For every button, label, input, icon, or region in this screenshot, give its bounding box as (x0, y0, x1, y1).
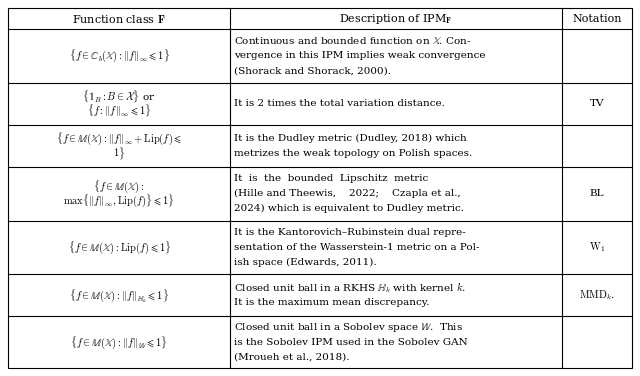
Text: $\mathrm{W}_1$: $\mathrm{W}_1$ (589, 241, 605, 254)
Text: (Hille and Theewis,    2022;    Czapla et al.,: (Hille and Theewis, 2022; Czapla et al., (234, 189, 461, 198)
Text: TV: TV (589, 99, 604, 108)
Text: It is the maximum mean discrepancy.: It is the maximum mean discrepancy. (234, 298, 430, 307)
Text: sentation of the Wasserstein-1 metric on a Pol-: sentation of the Wasserstein-1 metric on… (234, 243, 480, 252)
Text: $\{\mathbb{1}_B : B \in \mathcal{X}\}$ or: $\{\mathbb{1}_B : B \in \mathcal{X}\}$ o… (83, 88, 156, 105)
Text: $\{f \in \mathbb{C}_b(\mathbb{X}) : \|f\|_\infty \leqslant 1\}$: $\{f \in \mathbb{C}_b(\mathbb{X}) : \|f\… (68, 47, 170, 64)
Text: $\{f \in \mathbb{M}(\mathbb{X}) :$: $\{f \in \mathbb{M}(\mathbb{X}) :$ (93, 178, 145, 195)
Text: It is the Dudley metric (Dudley, 2018) which: It is the Dudley metric (Dudley, 2018) w… (234, 134, 467, 143)
Text: $\{f \in \mathbb{M}(\mathbb{X}) : \|f\|_\infty + \mathrm{Lip}(f) \leqslant$: $\{f \in \mathbb{M}(\mathbb{X}) : \|f\|_… (56, 130, 182, 147)
Text: It is 2 times the total variation distance.: It is 2 times the total variation distan… (234, 99, 445, 108)
Text: (Shorack and Shorack, 2000).: (Shorack and Shorack, 2000). (234, 67, 391, 76)
Text: $\{f \in \mathbb{M}(\mathbb{X}) : \|f\|_{\mathbb{H}_k} \leqslant 1\}$: $\{f \in \mathbb{M}(\mathbb{X}) : \|f\|_… (69, 287, 169, 303)
Text: 2024) which is equivalent to Dudley metric.: 2024) which is equivalent to Dudley metr… (234, 204, 464, 214)
Text: It  is  the  bounded  Lipschitz  metric: It is the bounded Lipschitz metric (234, 174, 429, 183)
Text: $\{f \in \mathbb{M}(\mathbb{X}) : \mathrm{Lip}(f) \leqslant 1\}$: $\{f \in \mathbb{M}(\mathbb{X}) : \mathr… (68, 239, 171, 256)
Text: $\max\{\|f\|_\infty, \mathrm{Lip}(f)\} \leqslant 1\}$: $\max\{\|f\|_\infty, \mathrm{Lip}(f)\} \… (63, 193, 175, 209)
Text: $\{f \in \mathbb{M}(\mathbb{X}) : \|f\|_{\mathbb{W}} \leqslant 1\}$: $\{f \in \mathbb{M}(\mathbb{X}) : \|f\|_… (70, 334, 168, 350)
Text: Notation: Notation (572, 14, 621, 24)
Text: vergence in this IPM implies weak convergence: vergence in this IPM implies weak conver… (234, 52, 486, 61)
Text: $\{f : \|f\|_\infty \leqslant 1\}$: $\{f : \|f\|_\infty \leqslant 1\}$ (87, 103, 152, 119)
Text: It is the Kantorovich–Rubinstein dual repre-: It is the Kantorovich–Rubinstein dual re… (234, 228, 466, 237)
Text: (Mroueh et al., 2018).: (Mroueh et al., 2018). (234, 353, 350, 362)
Text: Description of IPM$_{\mathbf{F}}$: Description of IPM$_{\mathbf{F}}$ (339, 12, 453, 26)
Text: is the Sobolev IPM used in the Sobolev GAN: is the Sobolev IPM used in the Sobolev G… (234, 338, 468, 347)
Text: Closed unit ball in a Sobolev space $\mathbb{W}$.  This: Closed unit ball in a Sobolev space $\ma… (234, 321, 463, 334)
Text: BL: BL (589, 189, 604, 198)
Text: Continuous and bounded function on $\mathbb{X}$. Con-: Continuous and bounded function on $\mat… (234, 35, 472, 46)
Text: $\mathrm{MMD}_k$.: $\mathrm{MMD}_k$. (579, 288, 615, 302)
Text: Function class $\mathbf{F}$: Function class $\mathbf{F}$ (72, 12, 166, 24)
Text: ish space (Edwards, 2011).: ish space (Edwards, 2011). (234, 258, 377, 267)
Text: metrizes the weak topology on Polish spaces.: metrizes the weak topology on Polish spa… (234, 149, 472, 158)
Text: Closed unit ball in a RKHS $\mathbb{H}_k$ with kernel $k$.: Closed unit ball in a RKHS $\mathbb{H}_k… (234, 280, 466, 295)
Text: $1\}$: $1\}$ (113, 145, 125, 161)
